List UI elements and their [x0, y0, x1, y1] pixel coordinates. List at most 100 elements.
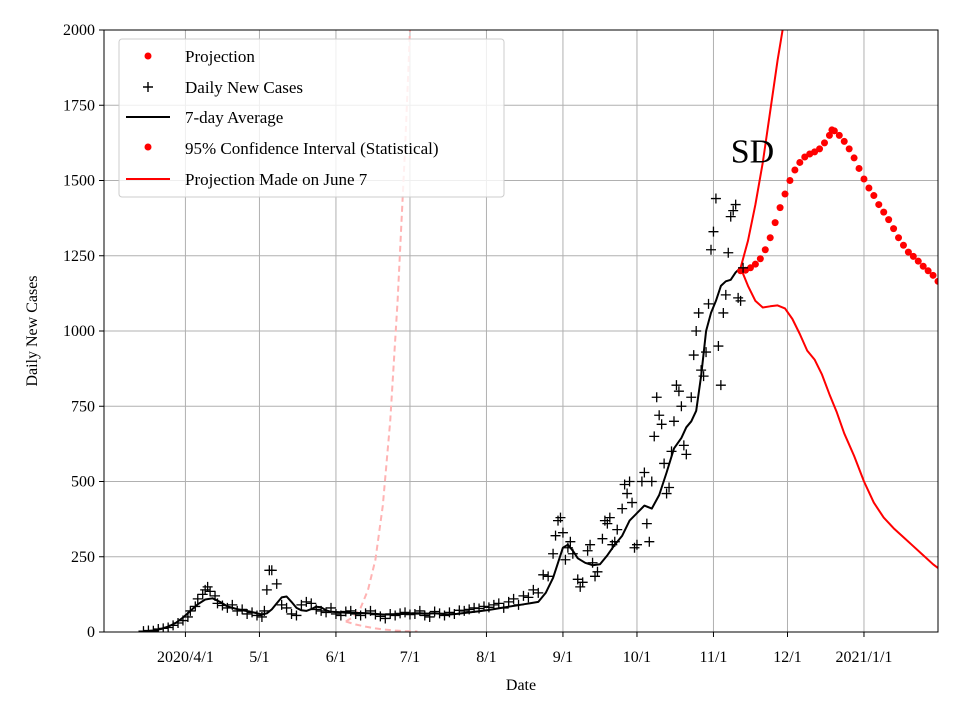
daily-case-point: [202, 581, 213, 592]
daily-case-point: [370, 609, 381, 620]
y-tick-label: 750: [71, 398, 95, 415]
projection-point: [830, 127, 838, 135]
daily-case-point: [585, 539, 596, 550]
projection-point: [855, 164, 863, 172]
legend-marker-confidence-interval: [144, 143, 152, 151]
daily-case-point: [668, 416, 679, 427]
daily-case-point: [533, 587, 544, 598]
projection-point: [909, 252, 917, 260]
y-tick-label: 1250: [63, 248, 95, 265]
daily-case-point: [639, 467, 650, 478]
daily-case-point: [681, 449, 692, 460]
daily-case-point: [400, 607, 411, 618]
daily-case-point: [612, 524, 623, 535]
projection-point: [934, 277, 938, 285]
x-tick-label: 7/1: [400, 649, 420, 666]
daily-case-point: [212, 598, 223, 609]
projection-point: [924, 267, 932, 275]
projection-point: [835, 131, 843, 139]
projection-point: [845, 145, 853, 153]
daily-case-point: [715, 380, 726, 391]
daily-case-point: [306, 598, 317, 609]
projection-point: [796, 158, 804, 166]
daily-case-point: [567, 548, 578, 559]
daily-case-point: [434, 608, 445, 619]
projection-point: [865, 184, 873, 192]
y-tick-label: 1750: [63, 97, 95, 114]
daily-case-point: [251, 610, 262, 621]
projection-point: [825, 131, 833, 139]
legend-frame: [118, 38, 505, 198]
daily-case-point: [424, 611, 435, 622]
legend-entry-daily-new-cases: Daily New Cases: [143, 78, 303, 97]
projection-point: [870, 192, 878, 200]
projection-point: [860, 175, 868, 183]
daily-case-point: [232, 605, 243, 616]
daily-case-point: [182, 611, 193, 622]
projection-point: [786, 177, 794, 184]
daily-case-point: [659, 458, 670, 469]
daily-case-point: [597, 533, 608, 544]
y-tick-label: 1000: [63, 323, 95, 340]
daily-case-point: [651, 392, 662, 403]
legend-marker-projection: [144, 52, 152, 60]
daily-case-point: [661, 488, 672, 499]
daily-case-point: [311, 604, 322, 615]
daily-case-point: [550, 530, 561, 541]
projection-point: [949, 300, 956, 307]
x-tick-label: 12/1: [773, 649, 801, 666]
daily-case-point: [538, 569, 549, 580]
daily-case-point: [590, 571, 601, 582]
daily-case-point: [518, 590, 529, 601]
daily-case-point: [271, 578, 282, 589]
daily-case-point: [508, 593, 519, 604]
daily-case-point: [163, 622, 174, 632]
daily-case-point: [261, 584, 272, 595]
daily-case-point: [577, 577, 588, 588]
daily-case-point: [664, 482, 675, 493]
daily-case-point: [360, 608, 371, 619]
daily-case-point: [493, 598, 504, 609]
projection-point: [751, 260, 759, 268]
x-tick-label: 6/1: [326, 649, 346, 666]
daily-case-point: [375, 611, 386, 622]
daily-case-point: [738, 262, 749, 273]
projection-point: [850, 154, 858, 162]
daily-case-point: [237, 604, 248, 615]
daily-case-point: [185, 605, 196, 616]
projection-point: [781, 190, 789, 198]
daily-case-point: [513, 599, 524, 610]
daily-case-point: [380, 613, 391, 624]
daily-case-point: [666, 446, 677, 457]
daily-case-point: [693, 307, 704, 318]
data-layer: [138, 30, 956, 632]
daily-case-point: [210, 590, 221, 601]
legend-entry-7-day-average: 7-day Average: [126, 108, 283, 127]
x-tick-label: 10/1: [623, 649, 651, 666]
legend-marker-daily-new-cases: [143, 82, 153, 92]
daily-case-point: [698, 371, 709, 382]
daily-case-point: [686, 392, 697, 403]
projection-point: [880, 208, 888, 216]
daily-case-point: [316, 605, 327, 616]
daily-case-point: [242, 608, 253, 619]
legend-label-projection-june-7: Projection Made on June 7: [185, 170, 368, 189]
x-tick-label: 2021/1/1: [836, 649, 893, 666]
projection-point: [746, 264, 754, 272]
y-tick-label: 1500: [63, 173, 95, 190]
daily-case-point: [385, 608, 396, 619]
x-tick-label: 9/1: [553, 649, 573, 666]
daily-case-point: [395, 608, 406, 619]
series-line-early-projection-lower-faded: [345, 620, 418, 632]
projection-point: [944, 293, 951, 300]
y-tick-label: 0: [87, 624, 95, 641]
daily-case-point: [286, 608, 297, 619]
x-axis-label: Date: [506, 677, 536, 694]
legend-label-confidence-interval: 95% Confidence Interval (Statistical): [185, 139, 439, 158]
daily-case-point: [173, 617, 184, 628]
legend-entry-projection: Projection: [144, 47, 255, 66]
series-line-7-day-average: [143, 267, 742, 632]
daily-case-point: [671, 380, 682, 391]
daily-case-point: [291, 610, 302, 621]
